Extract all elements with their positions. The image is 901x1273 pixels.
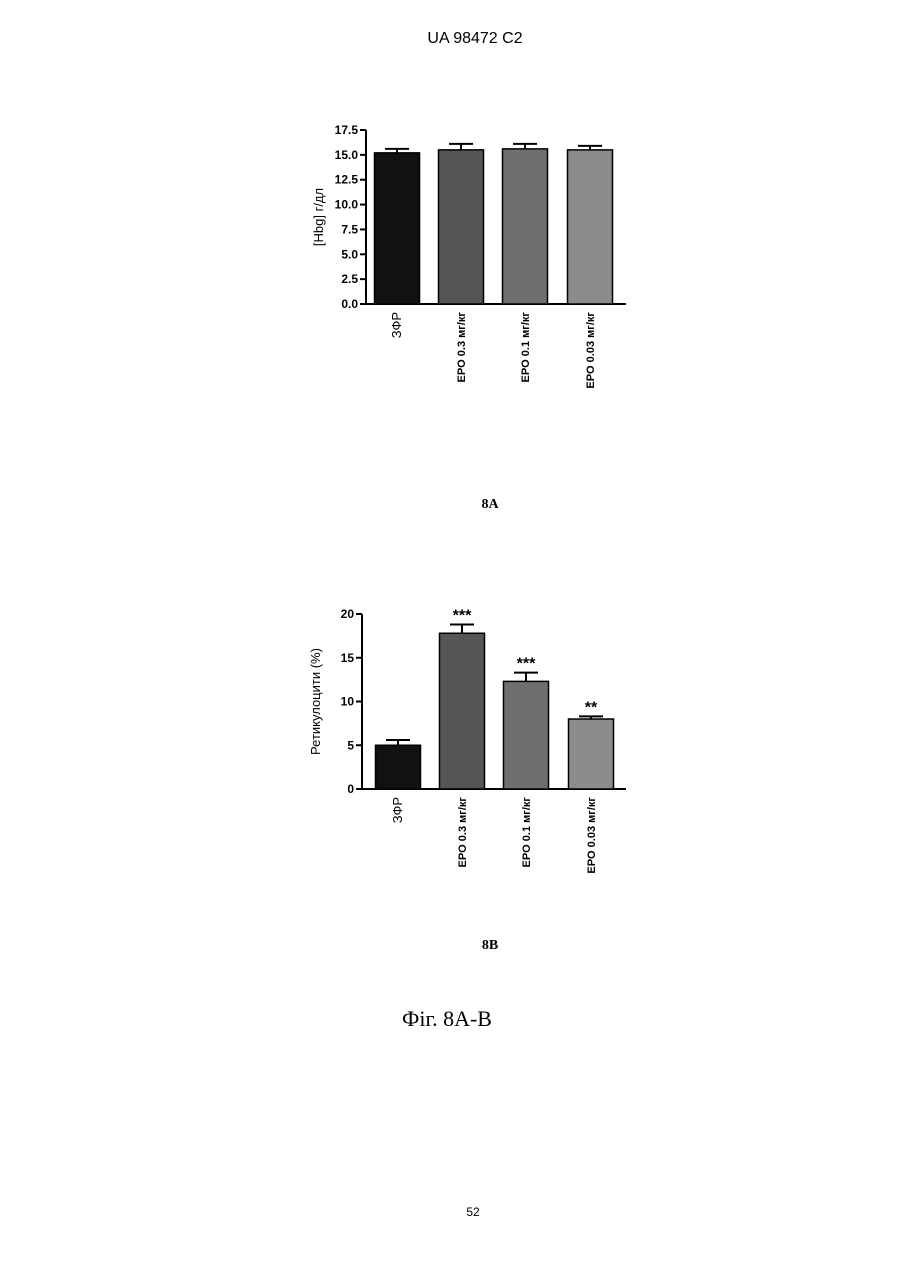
y-axis-label: [Hbg] г/дл bbox=[311, 188, 326, 246]
bar bbox=[569, 719, 614, 789]
x-tick-label: EPO 0.03 мг/кг bbox=[585, 312, 597, 389]
annotation: *** bbox=[453, 608, 472, 625]
bar bbox=[376, 745, 421, 789]
figure-caption: Фіг. 8А-В bbox=[402, 1006, 492, 1031]
x-tick-label: ЗФР bbox=[389, 312, 404, 338]
bar bbox=[568, 150, 613, 304]
x-tick-label: EPO 0.3 мг/кг bbox=[456, 312, 468, 383]
annotation: ** bbox=[585, 699, 598, 716]
bar bbox=[439, 150, 484, 304]
y-tick-label: 15.0 bbox=[335, 148, 359, 162]
x-tick-label: EPO 0.3 мг/кг bbox=[457, 797, 469, 868]
y-tick-label: 10.0 bbox=[335, 198, 359, 212]
bar bbox=[375, 153, 420, 304]
y-tick-label: 5 bbox=[347, 738, 354, 752]
y-tick-label: 15 bbox=[341, 651, 355, 665]
bar bbox=[503, 149, 548, 304]
x-tick-label: EPO 0.1 мг/кг bbox=[520, 312, 532, 383]
y-tick-label: 0.0 bbox=[341, 297, 358, 311]
bar bbox=[440, 633, 485, 789]
y-tick-label: 2.5 bbox=[341, 272, 358, 286]
page: UA 98472 C2 Фіг. 8А-В 52 0.0 2.5 5.0 7.5 10.… bbox=[0, 0, 901, 1273]
bar bbox=[504, 681, 549, 789]
y-tick-label: 5.0 bbox=[341, 247, 358, 261]
y-tick-label: 7.5 bbox=[341, 222, 358, 236]
x-tick-label: EPO 0.03 мг/кг bbox=[586, 797, 598, 874]
page-number: 52 bbox=[466, 1205, 480, 1219]
y-tick-label: 12.5 bbox=[335, 173, 359, 187]
x-tick-label: ЗФР bbox=[390, 797, 405, 823]
y-tick-label: 17.5 bbox=[335, 123, 359, 137]
chart-subtitle: 8B bbox=[482, 938, 498, 953]
y-tick-label: 20 bbox=[341, 607, 355, 621]
chart-subtitle: 8A bbox=[481, 497, 499, 512]
annotation: *** bbox=[517, 656, 536, 673]
header: UA 98472 C2 bbox=[427, 30, 522, 47]
x-tick-label: EPO 0.1 мг/кг bbox=[521, 797, 533, 868]
y-tick-label: 0 bbox=[347, 782, 354, 796]
y-tick-label: 10 bbox=[341, 695, 355, 709]
y-axis-label: Ретикулоцити (%) bbox=[308, 648, 323, 755]
